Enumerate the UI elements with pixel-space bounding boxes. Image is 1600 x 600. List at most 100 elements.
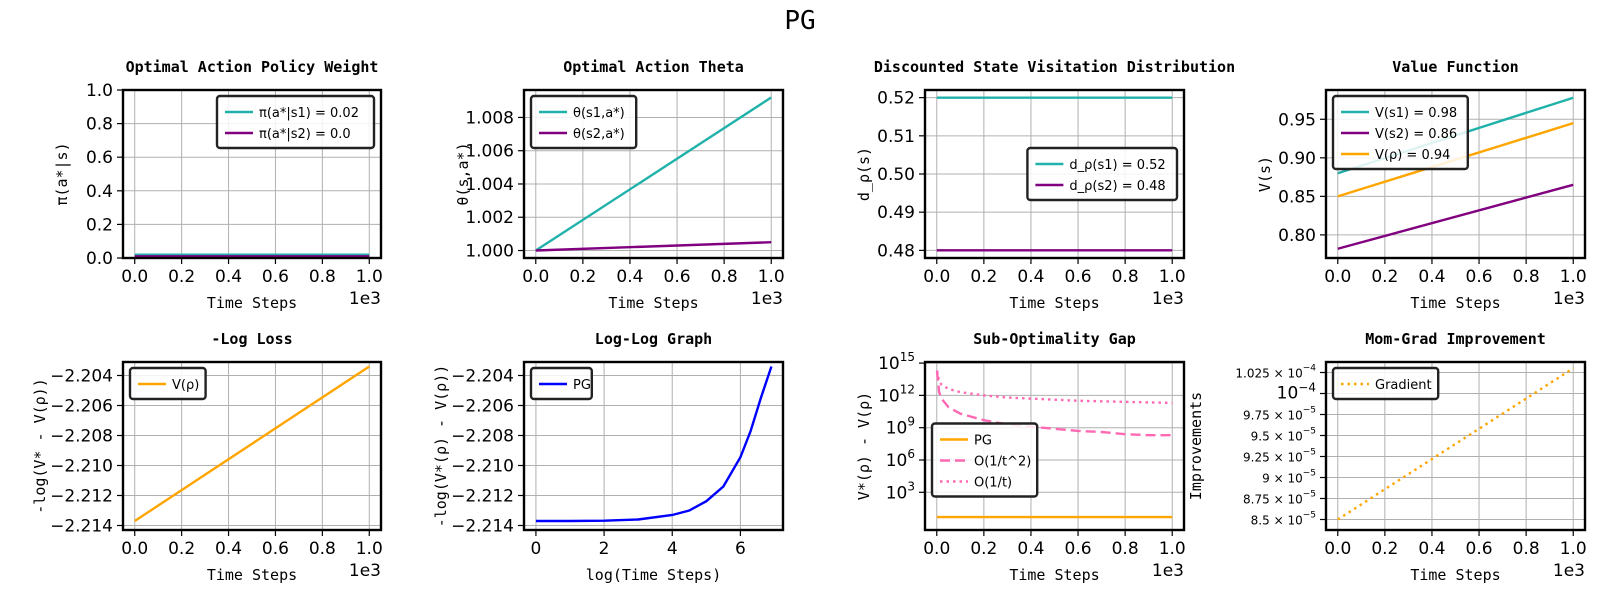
legend-label: π(a*|s1) = 0.02 <box>259 106 359 121</box>
y-tick-label: −2.204 <box>451 367 514 387</box>
legend-box <box>1331 94 1470 171</box>
chart-panel-2 <box>518 88 785 264</box>
y-tick-label: 0.0 <box>86 249 113 269</box>
y-tick-label: 1012 <box>878 382 915 406</box>
x-tick-label: 0.8 <box>1112 267 1139 287</box>
x-axis-label: Time Steps <box>207 294 297 312</box>
x-tick-label: 0.2 <box>970 267 997 287</box>
series-line <box>935 370 1173 405</box>
axes-frame <box>121 360 383 532</box>
x-axis-label: Time Steps <box>1009 294 1099 312</box>
x-tick-label: 0.0 <box>923 267 950 287</box>
y-axis-label: θ(s,a*) <box>454 142 472 205</box>
y-tick-label: 1015 <box>878 350 915 374</box>
x-tick-label: 0.0 <box>1324 267 1351 287</box>
y-tick-label: 10−4 <box>1277 381 1316 404</box>
x-offset-label: 1e3 <box>349 561 381 581</box>
legend-label: O(1/t^2) <box>974 455 1031 470</box>
y-axis-label: d_ρ(s) <box>855 147 873 201</box>
y-tick-label: 8.5 × 10−5 <box>1251 511 1316 528</box>
y-tick-label: 1.004 <box>465 175 514 195</box>
x-tick-label: 1.0 <box>356 539 383 559</box>
y-tick-label: 9 × 10−5 <box>1262 469 1316 486</box>
legend-label: O(1/t) <box>974 476 1012 491</box>
x-tick-label: 0.4 <box>215 539 242 559</box>
x-tick-label: 0.2 <box>970 539 997 559</box>
series-line <box>535 366 773 523</box>
x-tick-label: 0.2 <box>168 267 195 287</box>
y-tick-label: −2.204 <box>50 367 113 387</box>
x-tick-label: 0.0 <box>1324 539 1351 559</box>
y-tick-label: 0.48 <box>877 241 915 261</box>
x-tick-label: 0.2 <box>168 539 195 559</box>
legend-box <box>1331 366 1440 401</box>
x-tick-label: 1.0 <box>758 267 785 287</box>
series-line <box>134 365 370 523</box>
legend-label: π(a*|s2) = 0.0 <box>259 127 351 142</box>
x-tick-label: 1.0 <box>356 267 383 287</box>
y-tick-label: 1.000 <box>465 242 514 262</box>
x-axis-label: Time Steps <box>608 294 698 312</box>
legend <box>1331 366 1440 401</box>
x-tick-label: 0.0 <box>121 539 148 559</box>
y-tick-label: 9.75 × 10−5 <box>1243 406 1316 423</box>
x-tick-label: 0.0 <box>522 267 549 287</box>
x-tick-label: 1.0 <box>1159 267 1186 287</box>
x-tick-label: 0.6 <box>262 539 289 559</box>
y-tick-label: 1.006 <box>465 142 514 162</box>
y-axis-label: Improvements <box>1187 392 1205 500</box>
y-tick-label: −2.208 <box>50 427 113 447</box>
y-tick-label: 0.50 <box>877 165 915 185</box>
x-tick-label: 1.0 <box>1560 267 1587 287</box>
series-line <box>1337 367 1574 521</box>
x-offset-label: 1e3 <box>1553 289 1585 309</box>
x-tick-label: 0.8 <box>1513 539 1540 559</box>
chart-panel-7 <box>919 360 1186 536</box>
legend-label: θ(s2,a*) <box>573 127 625 142</box>
y-tick-label: −2.210 <box>50 457 113 477</box>
y-tick-label: 0.4 <box>86 182 113 202</box>
y-tick-label: 1.008 <box>465 108 514 128</box>
x-tick-label: 0.2 <box>569 267 596 287</box>
x-axis-label: Time Steps <box>207 566 297 584</box>
legend-label: V(ρ) = 0.94 <box>1375 148 1450 163</box>
legend-box <box>529 94 638 150</box>
x-tick-label: 0 <box>531 539 542 559</box>
legend <box>930 422 1039 498</box>
x-axis-label: Time Steps <box>1009 566 1099 584</box>
y-tick-label: 0.52 <box>877 89 915 109</box>
x-axis-label: Time Steps <box>1410 566 1500 584</box>
legend-label: PG <box>974 434 992 449</box>
chart-title: Optimal Action Policy Weight <box>126 58 379 76</box>
y-tick-label: 103 <box>886 479 915 503</box>
x-offset-label: 1e3 <box>1152 561 1184 581</box>
legend-label: d_ρ(s1) = 0.52 <box>1069 158 1165 173</box>
legend <box>1331 94 1470 171</box>
chart-title: -Log Loss <box>211 330 292 348</box>
legend <box>128 366 207 401</box>
axes-frame <box>522 88 785 260</box>
y-tick-label: 0.49 <box>877 203 915 223</box>
y-tick-label: −2.208 <box>451 427 514 447</box>
chart-panel-3 <box>919 88 1186 264</box>
x-tick-label: 1.0 <box>1159 539 1186 559</box>
chart-panel-6 <box>518 360 785 536</box>
y-tick-label: 0.8 <box>86 115 113 135</box>
x-tick-label: 0.4 <box>1418 539 1445 559</box>
axes-frame <box>923 360 1186 532</box>
x-tick-label: 0.8 <box>1112 539 1139 559</box>
y-tick-label: 109 <box>886 415 915 439</box>
x-tick-label: 0.8 <box>711 267 738 287</box>
legend-label: d_ρ(s2) = 0.48 <box>1069 179 1165 194</box>
chart-title: Log-Log Graph <box>595 330 712 348</box>
y-tick-label: 1.025 × 10−4 <box>1235 364 1316 381</box>
x-tick-label: 0.8 <box>309 539 336 559</box>
legend <box>529 366 593 401</box>
y-tick-label: 0.51 <box>877 127 915 147</box>
y-tick-label: −2.210 <box>451 457 514 477</box>
y-axis-label: -log(V* - V(ρ)) <box>31 378 49 513</box>
x-offset-label: 1e3 <box>349 289 381 309</box>
y-tick-label: 0.2 <box>86 215 113 235</box>
chart-title: Sub-Optimality Gap <box>973 330 1136 348</box>
